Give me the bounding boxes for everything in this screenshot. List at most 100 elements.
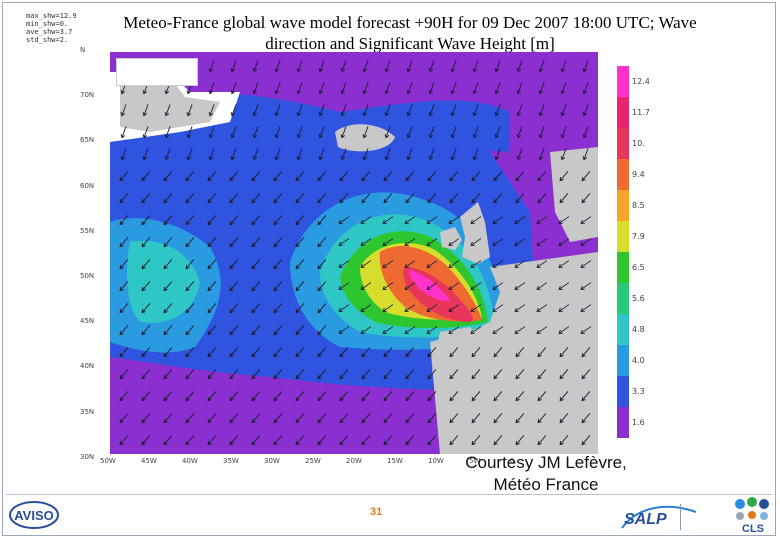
wave-arrow [471,435,481,446]
wave-arrow [208,104,215,117]
salp-logo-text: SALP [624,511,667,528]
wave-arrow [471,413,481,424]
wave-arrow [537,435,547,446]
wave-arrow [229,215,239,226]
wave-arrow [141,303,151,314]
wave-arrow [295,347,305,358]
wave-direction-arrows [119,60,592,446]
wave-arrow [404,326,416,334]
wave-arrow [296,60,303,73]
wave-arrow [405,171,415,182]
page-number: 31 [370,506,383,518]
lat-label: 60N [80,181,95,190]
wave-arrow [428,60,435,73]
wave-arrow [560,82,567,95]
wave-arrow [404,216,416,224]
colorbar-segment [617,66,629,97]
lon-label: 15W [387,457,403,465]
wave-arrow [406,60,413,73]
land-scandinavia [550,147,598,242]
wave-arrow [516,126,523,139]
wave-arrow [427,435,437,446]
wave-arrow [207,347,217,358]
wave-arrow [494,148,501,161]
wave-arrow [582,126,589,139]
wave-arrow [339,435,349,446]
wave-arrow [559,413,569,424]
wave-arrow [141,325,151,336]
wave-arrow [427,391,437,402]
wave-arrow [492,238,504,246]
wave-arrow [273,435,283,446]
wave-arrow [449,171,459,182]
wave-arrow [514,326,526,334]
wave-arrow [470,326,482,334]
wave-arrow [514,304,526,312]
lat-label: 35N [80,407,95,416]
wave-arrow [559,369,569,380]
wave-arrow [142,104,149,117]
wave-arrow [251,237,261,248]
wave-arrow [515,171,525,182]
wave-arrow [163,413,173,424]
wave-arrow [515,347,525,358]
wave-arrow [119,435,129,446]
colorbar-segment [617,376,629,407]
wave-arrow [207,391,217,402]
wave-arrow [120,126,127,139]
wave-arrow [185,237,195,248]
wave-arrow [360,260,372,268]
wave-arrow [472,82,479,95]
wave-arrow [185,369,195,380]
wave-arrow [361,193,371,204]
wave-arrow [428,126,435,139]
colorbar-label: 8.5 [632,200,645,210]
wave-arrow [559,391,569,402]
wave-arrow [581,435,591,446]
wave-arrow [340,104,347,117]
wave-arrow [582,148,589,161]
colorbar-label: 11.7 [632,107,650,117]
wave-arrow [251,171,261,182]
stats-block: max_shw=12.9 min_shw=0. ave_shw=3.7 std_… [26,12,77,44]
wave-arrow [295,303,305,314]
wave-arrow [450,126,457,139]
lat-label: 55N [80,226,95,235]
land-britain [460,202,490,264]
wave-arrow [360,238,372,246]
wave-arrow [404,282,416,290]
wave-arrow [252,82,259,95]
wave-arrow [404,260,416,268]
wave-arrow [273,391,283,402]
wave-arrow [229,369,239,380]
wave-arrow [208,82,215,95]
wave-arrow [536,326,548,334]
wave-arrow [448,304,460,312]
colorbar [617,66,629,438]
wave-arrow [317,281,327,292]
courtesy-line-2: Météo France [493,475,599,494]
wave-arrow [581,391,591,402]
land-iceland [335,124,395,152]
wave-arrow [274,60,281,73]
wave-arrow [229,391,239,402]
wave-arrow [274,104,281,117]
wave-arrow [119,237,129,248]
wave-arrow [514,216,526,224]
wave-arrow [296,104,303,117]
wave-arrow [383,435,393,446]
wave-arrow [537,171,547,182]
wave-arrow [119,347,129,358]
wave-arrow [580,282,592,290]
wave-arrow [427,171,437,182]
lat-label: 65N [80,136,95,145]
wave-arrow [229,237,239,248]
wave-arrow [472,104,479,117]
wave-arrow [516,104,523,117]
wave-arrow [251,193,261,204]
colorbar-label: 4.0 [632,355,645,365]
wave-arrow [494,104,501,117]
wave-arrow [558,326,570,334]
wave-arrow [141,435,151,446]
wave-arrow [514,260,526,268]
